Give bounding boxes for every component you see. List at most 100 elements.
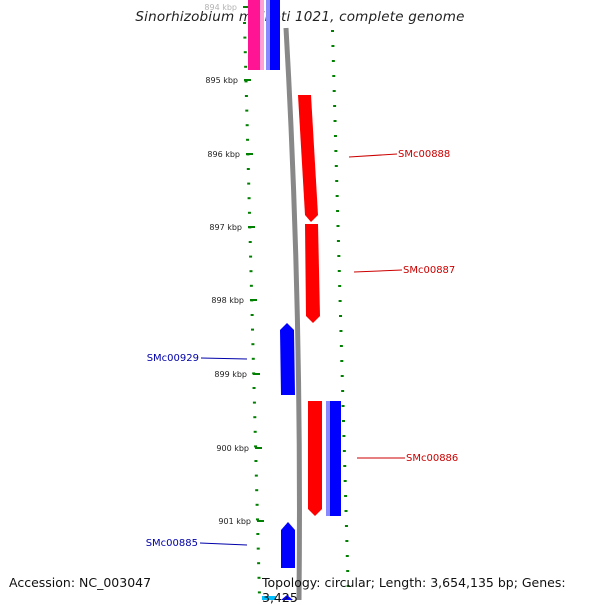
dotted-track-right <box>337 255 341 257</box>
dotted-track-right <box>341 420 345 422</box>
dotted-track-left <box>243 22 246 24</box>
dotted-track-left <box>251 357 255 360</box>
dotted-track-left <box>243 51 247 54</box>
gene-feature-blue-bottom[interactable] <box>281 595 293 600</box>
gene-feature-smc00888[interactable] <box>298 95 318 222</box>
tick-label: 900 kbp <box>216 444 249 453</box>
dotted-track-left <box>253 416 257 419</box>
dotted-track-left <box>250 314 254 316</box>
dotted-track-right <box>339 345 343 347</box>
gene-label[interactable]: SMc00929 <box>147 353 199 364</box>
accession-text: Accession: NC_003047 <box>9 575 152 590</box>
dotted-track-group <box>243 22 350 594</box>
dotted-track-right <box>336 225 340 227</box>
dotted-track-left <box>255 503 259 506</box>
dotted-track-left <box>256 547 260 550</box>
dotted-track-right <box>345 555 349 557</box>
dotted-track-right <box>342 435 346 437</box>
dotted-track-left <box>252 372 256 375</box>
tick-label: 897 kbp <box>209 223 242 232</box>
dotted-track-left <box>257 576 261 579</box>
dotted-track-right <box>338 285 342 287</box>
dotted-track-right <box>336 210 340 212</box>
dotted-track-right <box>331 45 335 47</box>
dotted-track-right <box>343 465 347 467</box>
gene-feature-smc00886[interactable] <box>308 401 322 516</box>
dotted-track-right <box>338 300 342 302</box>
dotted-track-right <box>334 150 338 152</box>
gene-feature-smc00887[interactable] <box>305 224 320 323</box>
tick-label: 898 kbp <box>211 296 244 305</box>
dotted-track-left <box>249 284 253 287</box>
dotted-track-right <box>331 60 335 62</box>
dotted-track-left <box>247 197 251 200</box>
tick-label: 895 kbp <box>205 76 238 85</box>
dotted-track-left <box>254 445 258 448</box>
dotted-track-right <box>341 390 345 392</box>
dotted-track-right <box>333 105 337 107</box>
dotted-track-right <box>335 180 339 182</box>
dotted-track-left <box>244 95 248 97</box>
dotted-track-right <box>336 240 340 242</box>
dotted-track-right <box>342 450 346 452</box>
tick-label: 899 kbp <box>214 370 247 379</box>
gene-leader-line <box>353 269 403 273</box>
dotted-track-right <box>344 495 348 497</box>
dotted-track-left <box>255 518 259 521</box>
dotted-track-right <box>346 570 350 572</box>
gene-leader-line <box>200 357 248 360</box>
dotted-track-left <box>256 533 260 535</box>
dotted-track-left <box>254 460 258 462</box>
gene-leader-line <box>348 153 398 158</box>
feature-track <box>248 0 341 600</box>
dotted-track-left <box>248 226 252 229</box>
dotted-track-right <box>332 75 336 77</box>
dotted-track-right <box>345 540 349 542</box>
gene-label[interactable]: SMc00885 <box>146 538 198 549</box>
dotted-track-left <box>247 182 251 185</box>
dotted-track-right <box>332 90 336 92</box>
dotted-track-left <box>246 138 250 141</box>
tick-label: 896 kbp <box>207 150 240 159</box>
dotted-track-left <box>246 168 250 170</box>
dotted-track-left <box>244 65 248 68</box>
topology-text: Topology: circular; Length: 3,654,135 bp… <box>262 575 566 605</box>
gene-label[interactable]: SMc00886 <box>406 453 458 464</box>
dotted-track-right <box>340 375 344 377</box>
gene-label[interactable]: SMc00887 <box>403 265 455 276</box>
dotted-track-left <box>245 124 249 127</box>
gene-label-group: SMc00888 SMc00887 SMc00929 SMc00886 SMc00885 <box>146 149 459 549</box>
dotted-track-left <box>251 328 255 331</box>
dotted-track-left <box>249 255 253 258</box>
tick-group: 894 kbp 895 kbp 896 kbp 897 kbp 898 kbp 899 k… <box>204 3 264 526</box>
dotted-track-right <box>344 510 348 512</box>
gene-feature-blue-mid-light <box>326 401 330 516</box>
dotted-track-right <box>333 135 337 137</box>
dotted-track-right <box>339 330 343 332</box>
dotted-track-left <box>247 211 251 214</box>
tick-label: 894 kbp <box>204 3 237 12</box>
dotted-track-left <box>250 299 254 302</box>
dotted-track-right <box>340 360 344 362</box>
dotted-track-left <box>243 36 247 39</box>
dotted-track-right <box>335 195 339 197</box>
gene-feature-blue-top-light <box>266 0 270 70</box>
tick-label: 901 kbp <box>218 517 251 526</box>
gene-leader-line <box>199 542 248 546</box>
dotted-track-left <box>252 387 256 389</box>
dotted-track-left <box>248 241 252 243</box>
dotted-track-left <box>245 109 249 112</box>
dotted-track-right <box>333 120 337 122</box>
gene-label[interactable]: SMc00888 <box>398 149 450 160</box>
dotted-track-left <box>249 270 253 273</box>
dotted-track-left <box>257 562 261 565</box>
dotted-track-right <box>343 480 347 482</box>
dotted-track-left <box>244 80 248 83</box>
gene-feature-smc00885[interactable] <box>281 522 295 568</box>
dotted-track-left <box>246 153 250 156</box>
gene-feature-smc00929[interactable] <box>280 323 295 395</box>
gene-feature-cyan-bottom[interactable] <box>262 596 276 600</box>
dotted-track-left <box>257 591 261 594</box>
dotted-track-right <box>339 315 343 317</box>
